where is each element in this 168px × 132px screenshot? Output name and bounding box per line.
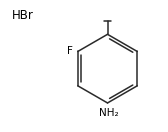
Text: HBr: HBr: [12, 9, 34, 22]
Text: NH₂: NH₂: [99, 108, 119, 118]
Text: F: F: [67, 46, 73, 56]
